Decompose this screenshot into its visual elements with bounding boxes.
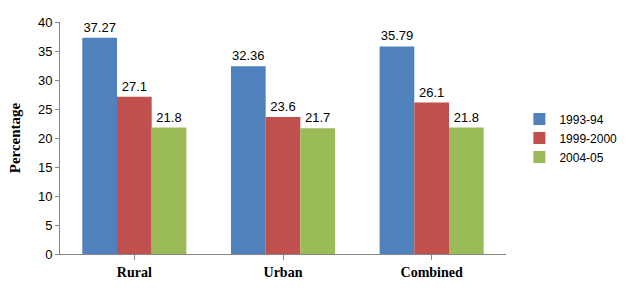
svg-text:5: 5 bbox=[45, 218, 52, 233]
svg-text:35.79: 35.79 bbox=[381, 28, 414, 43]
svg-text:Percentage: Percentage bbox=[7, 102, 23, 173]
svg-text:37.27: 37.27 bbox=[83, 20, 116, 35]
svg-text:0: 0 bbox=[45, 247, 52, 262]
svg-text:Combined: Combined bbox=[401, 265, 463, 280]
svg-text:21.7: 21.7 bbox=[305, 110, 330, 125]
svg-text:20: 20 bbox=[38, 131, 52, 146]
svg-text:21.8: 21.8 bbox=[454, 110, 479, 125]
svg-text:Urban: Urban bbox=[264, 265, 303, 280]
svg-text:2004-05: 2004-05 bbox=[559, 151, 603, 165]
svg-text:25: 25 bbox=[38, 102, 52, 117]
svg-text:15: 15 bbox=[38, 160, 52, 175]
svg-text:35: 35 bbox=[38, 44, 52, 59]
svg-text:30: 30 bbox=[38, 73, 52, 88]
svg-text:1993-94: 1993-94 bbox=[559, 113, 603, 127]
svg-text:23.6: 23.6 bbox=[270, 99, 295, 114]
svg-text:40: 40 bbox=[38, 15, 52, 30]
svg-text:Rural: Rural bbox=[117, 265, 152, 280]
svg-text:27.1: 27.1 bbox=[122, 79, 147, 94]
svg-text:32.36: 32.36 bbox=[232, 48, 265, 63]
svg-text:1999-2000: 1999-2000 bbox=[559, 132, 617, 146]
svg-text:21.8: 21.8 bbox=[156, 110, 181, 125]
svg-text:26.1: 26.1 bbox=[419, 85, 444, 100]
svg-text:10: 10 bbox=[38, 189, 52, 204]
